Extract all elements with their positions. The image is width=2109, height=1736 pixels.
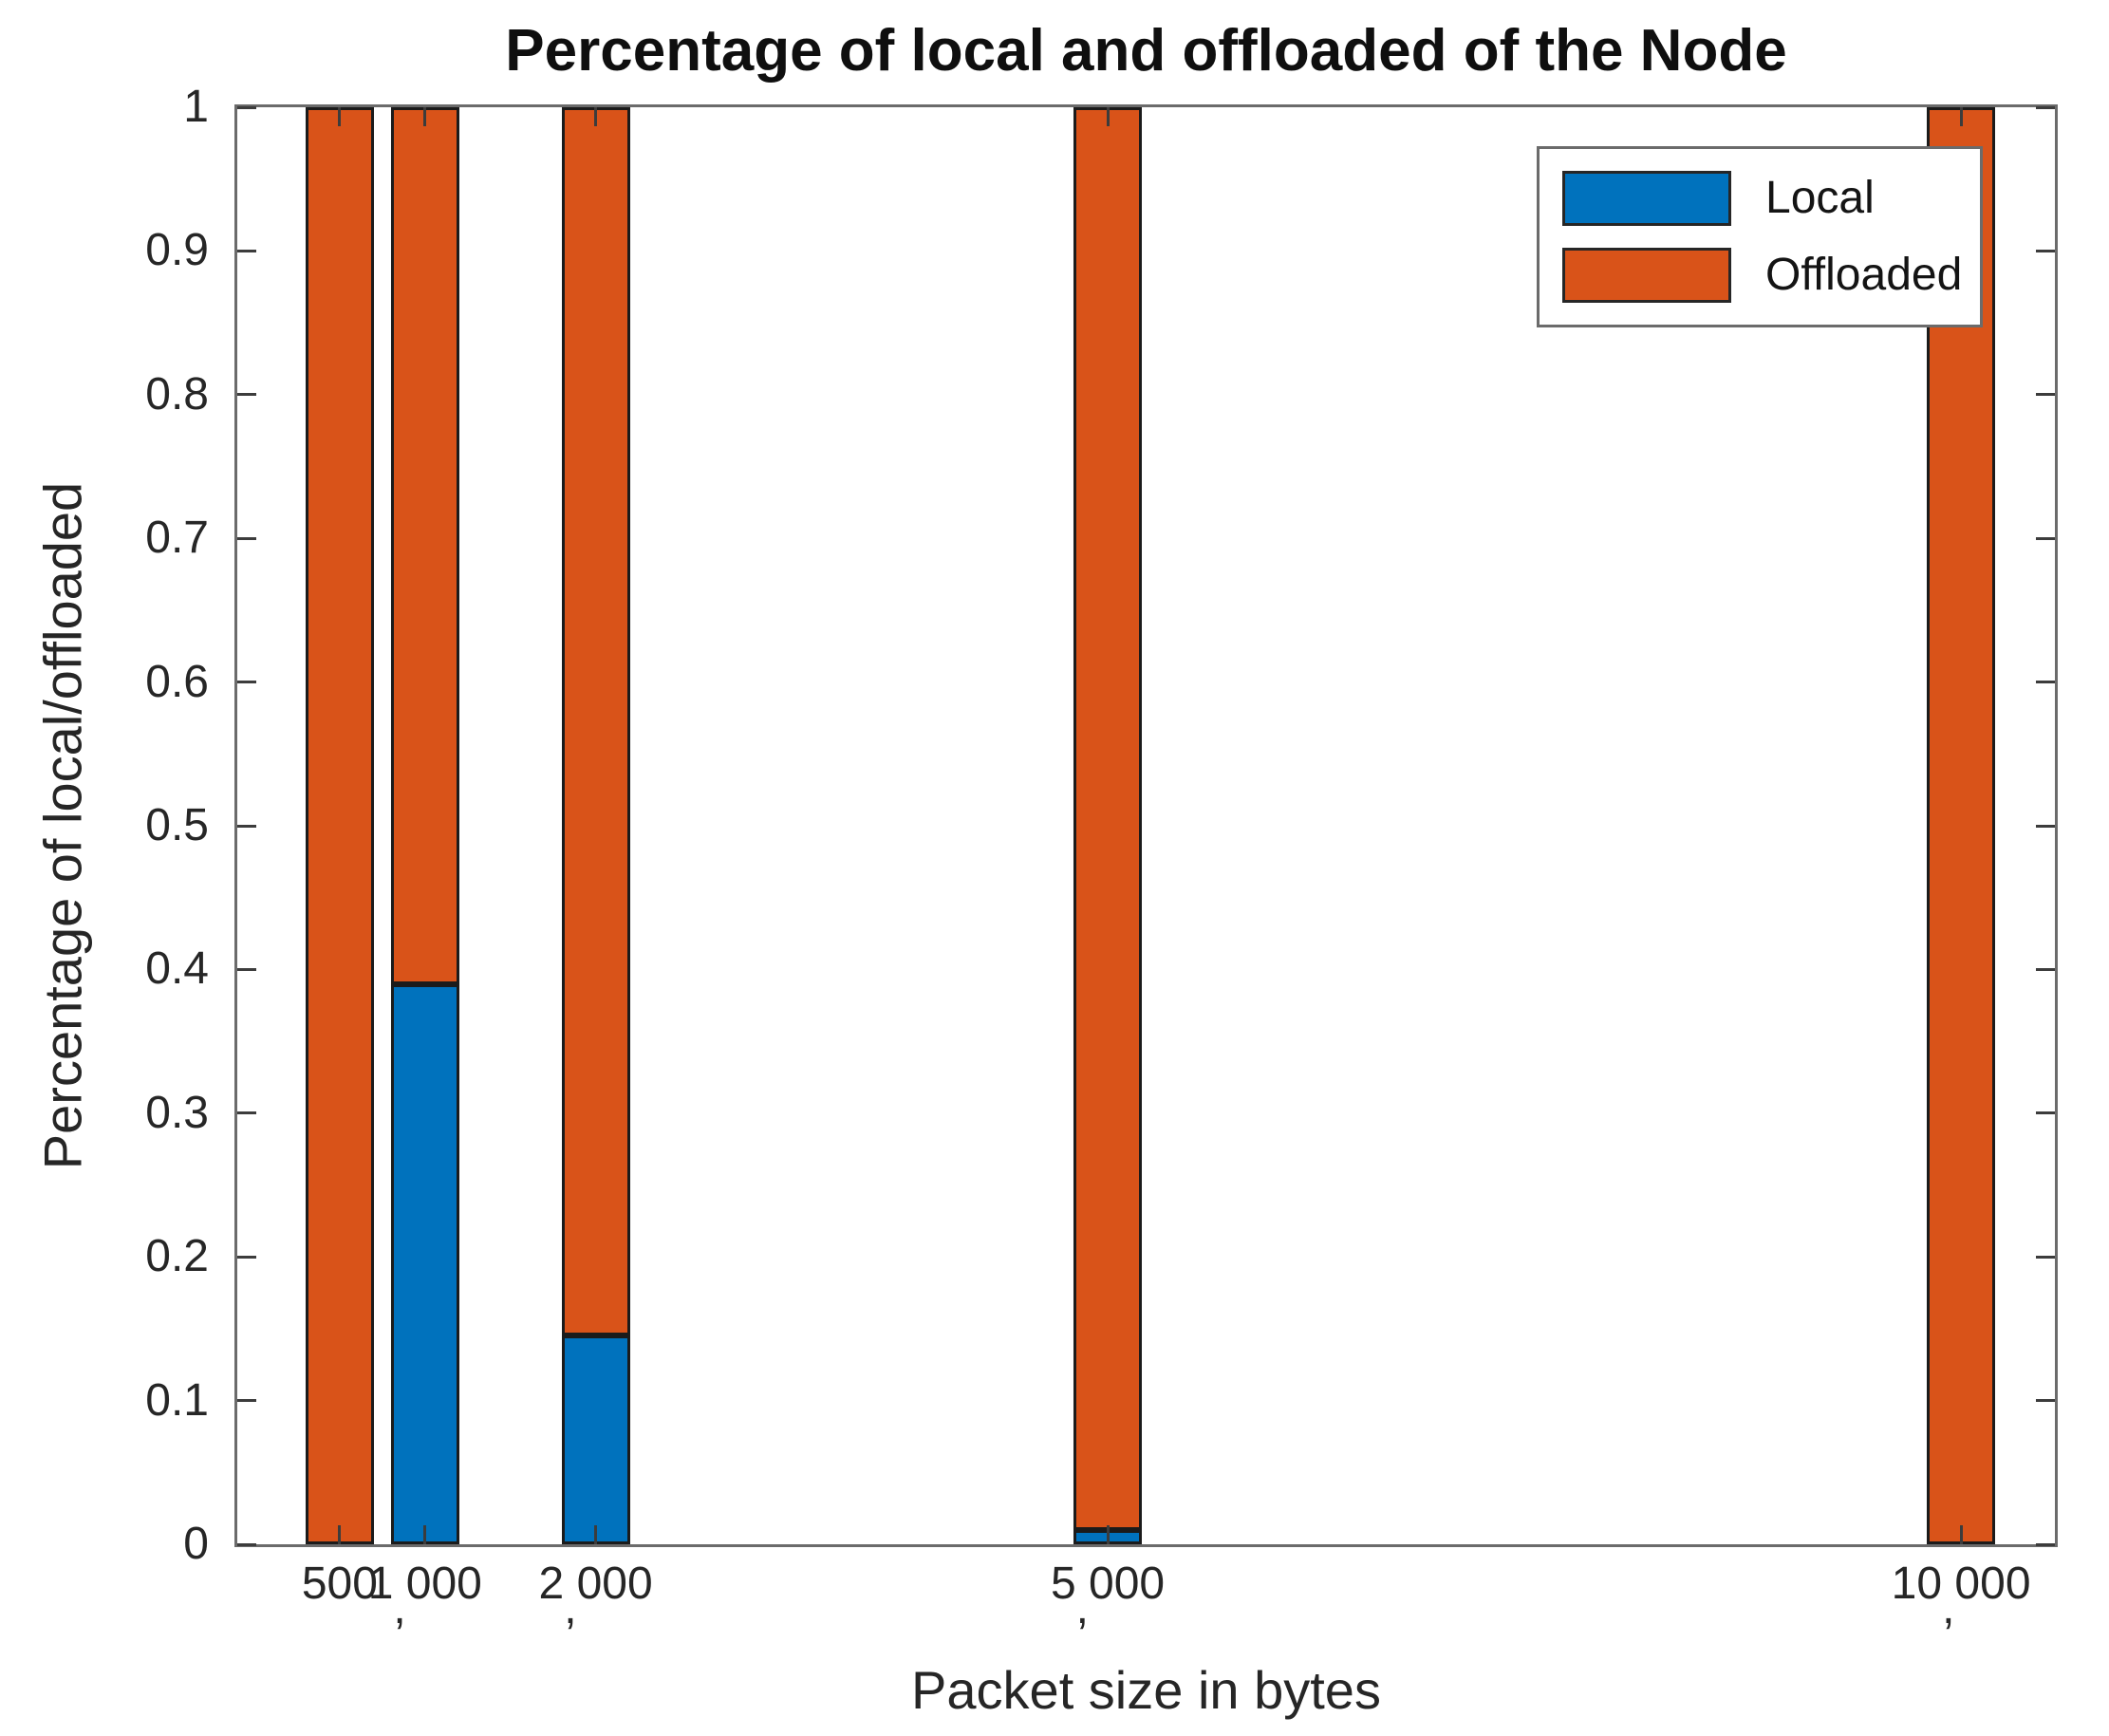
y-tick [237,1111,256,1115]
y-tick-right [2036,1542,2055,1546]
x-tick [1106,1525,1110,1544]
y-tick-right [2036,105,2055,109]
y-tick-right [2036,1255,2055,1259]
x-tick [338,1525,342,1544]
y-tick-label: 0.5 [145,800,209,850]
legend-label: Offloaded [1765,250,1963,300]
y-tick [237,536,256,540]
y-tick [237,1255,256,1259]
y-tick-right [2036,393,2055,397]
bar-segment-offloaded-1000 [390,107,459,984]
x-tick-top [338,107,342,126]
y-tick [237,1399,256,1403]
x-tick-top [1106,107,1110,126]
y-tick-right [2036,536,2055,540]
y-tick-label: 0.8 [145,368,209,420]
legend-item-offloaded: Offloaded [1562,248,1980,303]
chart-title: Percentage of local and offloaded of the… [505,18,1787,84]
bar-segment-offloaded-10000 [1927,107,1996,1544]
legend: Local Offloaded [1537,146,1983,327]
y-tick-label: 0.2 [145,1231,209,1282]
y-tick-right [2036,1111,2055,1115]
y-tick-right [2036,1399,2055,1403]
x-tick-top [594,107,598,126]
y-tick [237,249,256,252]
y-tick-label: 0.3 [145,1087,209,1138]
x-tick [594,1525,598,1544]
bar-segment-local-2000 [561,1335,630,1544]
bar-segment-local-1000 [390,983,459,1544]
x-axis-label: Packet size in bytes [911,1660,1381,1720]
y-tick [237,393,256,397]
y-tick [237,1542,256,1546]
y-tick [237,681,256,684]
y-tick [237,105,256,109]
legend-label: Local [1765,173,1875,223]
legend-swatch-offloaded [1562,248,1731,303]
x-tick [1959,1525,1963,1544]
legend-swatch-local [1562,171,1731,226]
x-tick-label: 2,000 [538,1559,653,1634]
y-tick [237,824,256,828]
x-tick [423,1525,427,1544]
y-tick-label: 1 [183,82,209,132]
x-tick-label: 10,000 [1891,1559,2031,1634]
y-tick-label: 0.7 [145,513,209,564]
y-tick-right [2036,824,2055,828]
x-tick-label: 500 [301,1559,378,1609]
y-tick [237,967,256,971]
x-tick-top [1959,107,1963,126]
y-tick-label: 0.1 [145,1374,209,1426]
legend-item-local: Local [1562,171,1980,226]
y-tick-label: 0.6 [145,656,209,707]
y-tick-label: 0.4 [145,943,209,995]
x-tick-label: 1,000 [367,1559,482,1634]
y-tick-right [2036,249,2055,252]
y-tick-label: 0.9 [145,225,209,276]
x-tick-top [423,107,427,126]
y-tick-right [2036,967,2055,971]
y-tick-label: 0 [183,1519,209,1569]
bar-segment-offloaded-500 [305,107,374,1544]
y-tick-right [2036,681,2055,684]
bar-segment-offloaded-2000 [561,107,630,1336]
x-tick-label: 5,000 [1050,1559,1166,1634]
bar-segment-offloaded-5000 [1073,107,1142,1530]
plot-area: Local Offloaded [234,104,2058,1547]
